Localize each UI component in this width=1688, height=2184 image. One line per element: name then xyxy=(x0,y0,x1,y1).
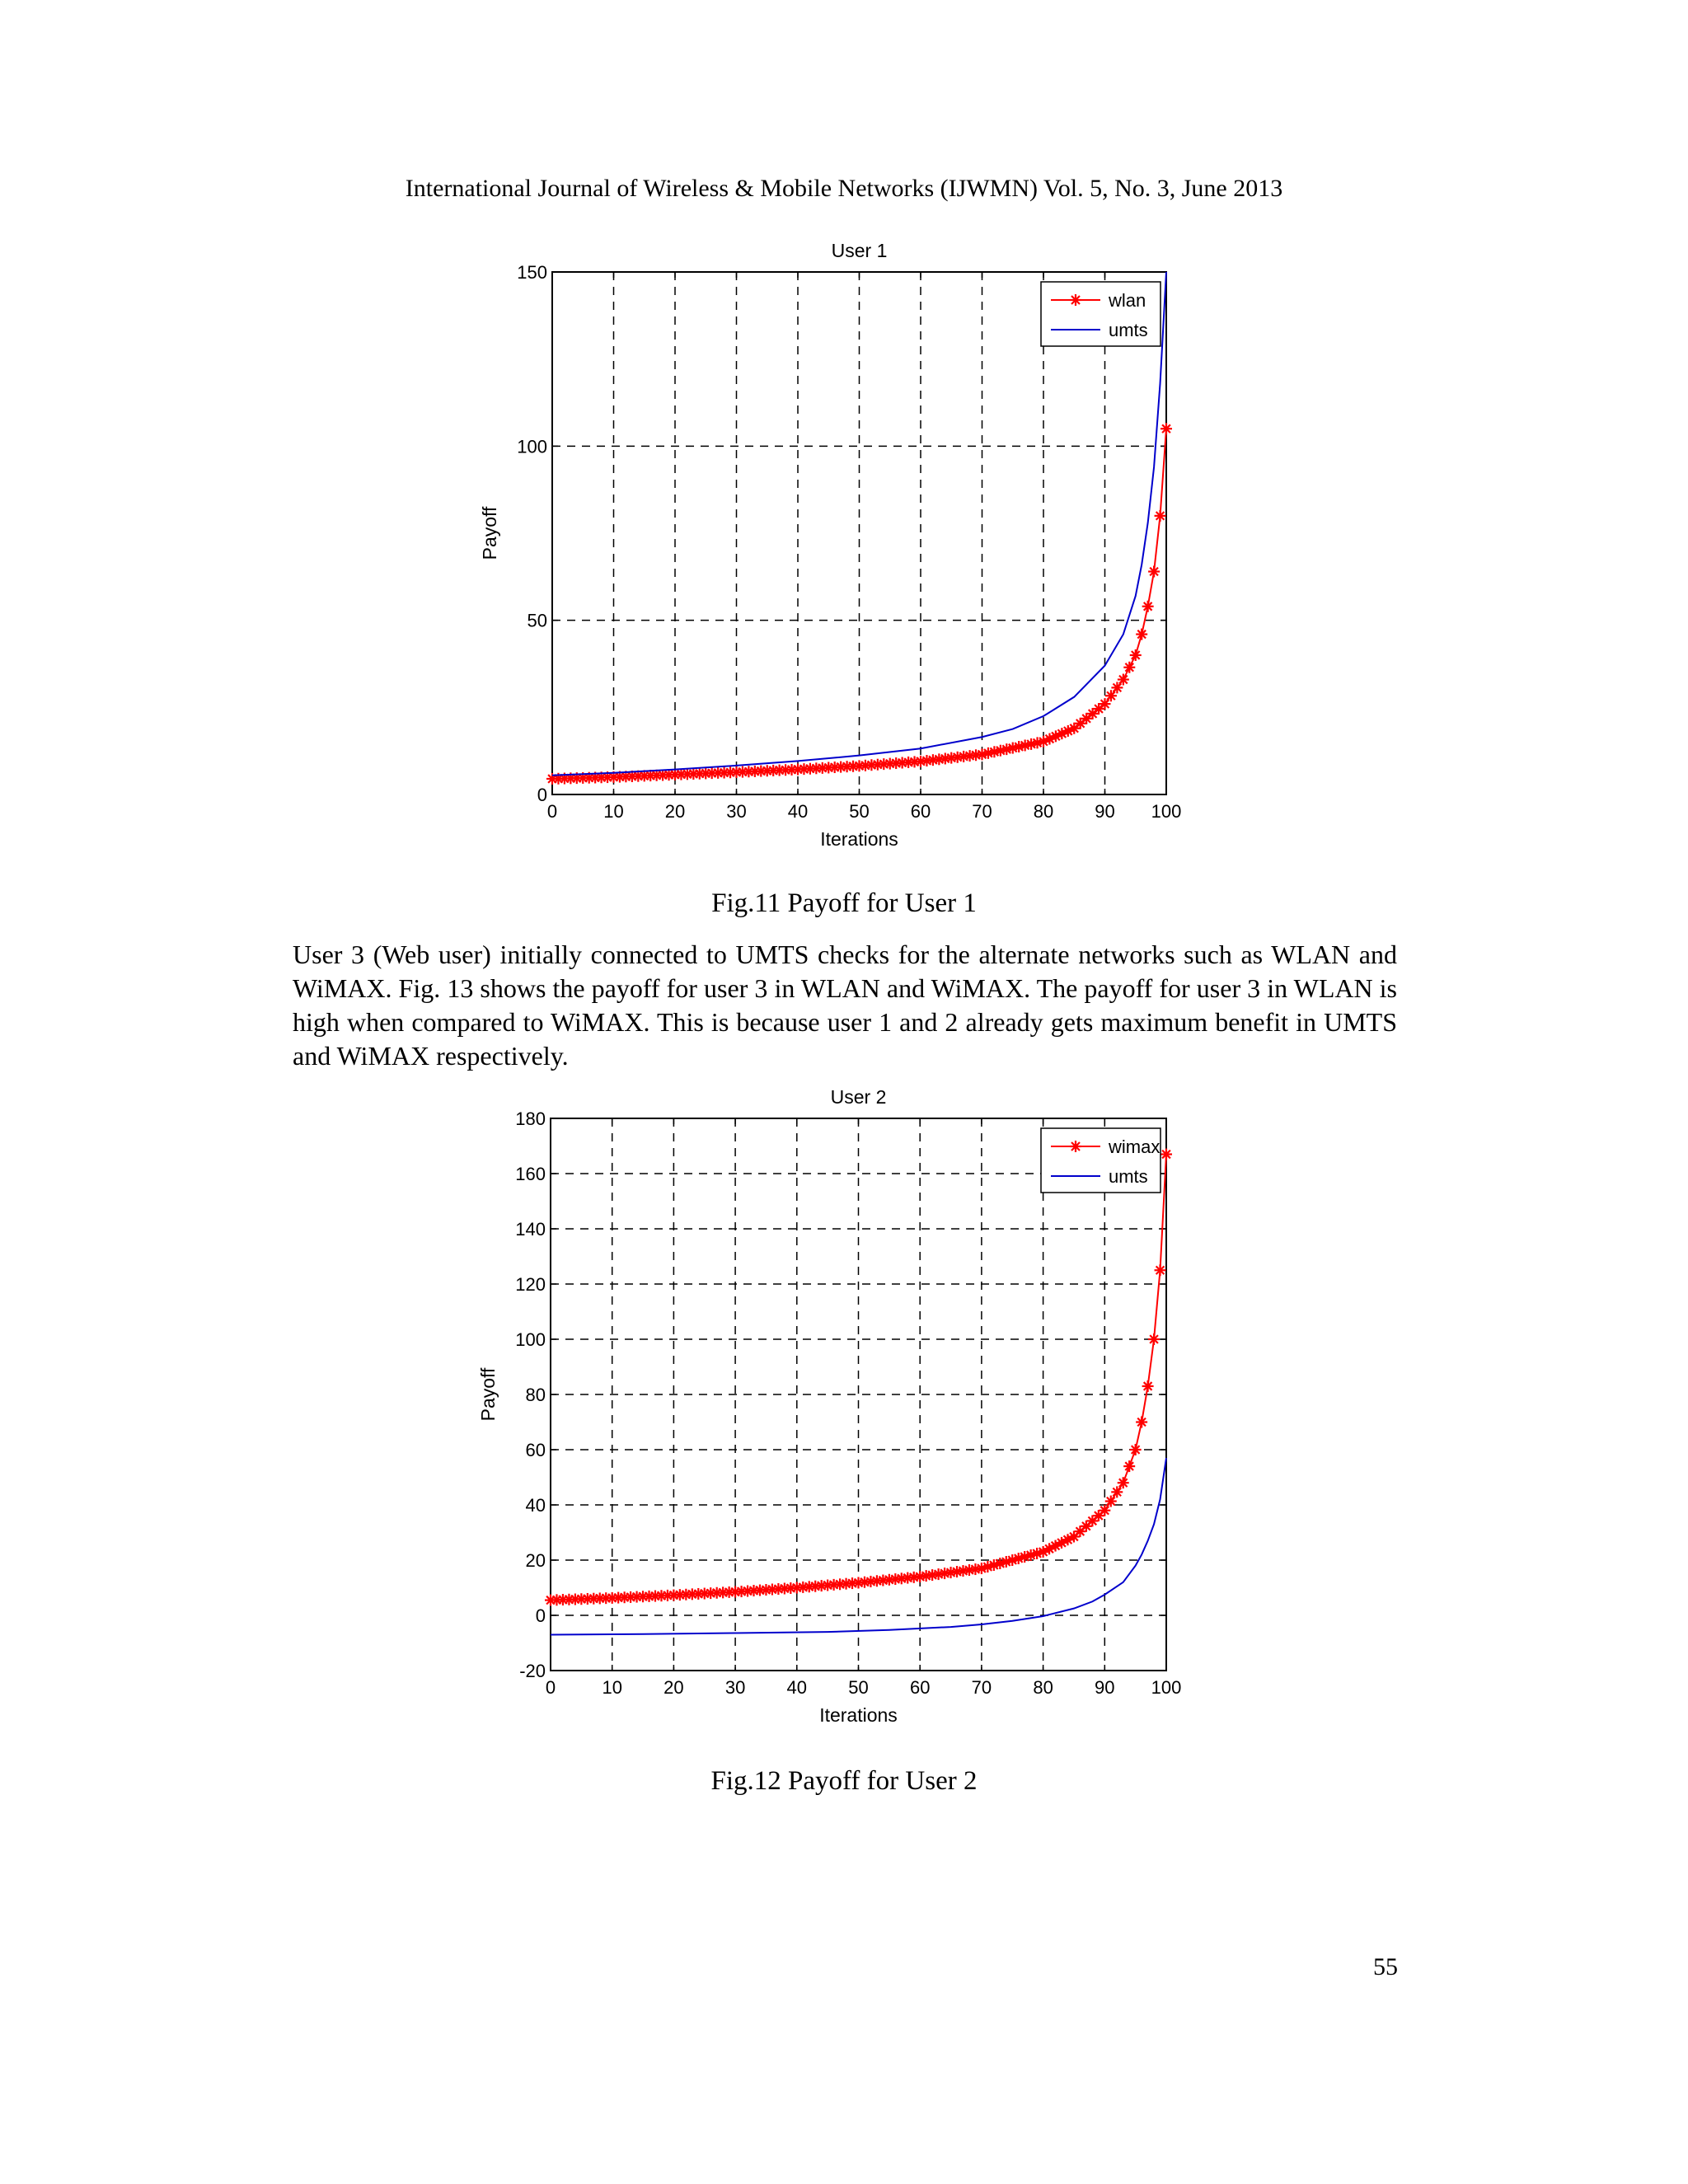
y-tick-label: 40 xyxy=(526,1495,546,1516)
x-tick-label: 60 xyxy=(910,1677,930,1698)
x-tick-label: 50 xyxy=(848,1677,868,1698)
body-paragraph: User 3 (Web user) initially connected to… xyxy=(293,940,1397,1071)
x-tick-label: 100 xyxy=(1151,801,1182,822)
data-point-wimax xyxy=(1117,1477,1129,1489)
legend-box xyxy=(1040,1127,1161,1193)
data-point-wlan xyxy=(933,753,945,766)
x-tick-label: 20 xyxy=(665,801,685,822)
chart-title: User 2 xyxy=(831,1086,887,1108)
data-point-wimax xyxy=(1111,1486,1123,1498)
x-tick-label: 80 xyxy=(1033,1677,1053,1698)
chart-svg: 0 10 20 30 40 50 60 70 80 90 100 0 50 100 150 User 1 Ite… xyxy=(479,240,1182,850)
data-point-wlan xyxy=(1104,690,1117,702)
y-tick-label: 60 xyxy=(526,1440,546,1460)
x-tick-label: 40 xyxy=(787,1677,807,1698)
data-point-wlan xyxy=(1142,600,1154,612)
x-tick-label: 30 xyxy=(726,801,746,822)
x-tick-label: 80 xyxy=(1034,801,1053,822)
data-point-wlan xyxy=(1148,565,1160,578)
legend-label-umts: umts xyxy=(1109,1166,1148,1187)
data-point-wlan xyxy=(1160,423,1172,435)
chart-svg: 0 10 20 30 40 50 60 70 80 90 100-20020406080100120… xyxy=(477,1086,1182,1726)
data-point-wimax xyxy=(1104,1495,1117,1507)
data-point-wimax xyxy=(877,1574,889,1586)
data-point-wlan xyxy=(1117,673,1129,686)
y-tick-label: 150 xyxy=(517,262,547,283)
data-point-wimax xyxy=(1148,1333,1160,1345)
y-axis-label: Payoff xyxy=(477,1367,499,1421)
x-tick-label: 90 xyxy=(1095,801,1114,822)
data-point-wimax xyxy=(870,1575,883,1587)
data-point-wlan xyxy=(1099,698,1111,710)
x-tick-label: 50 xyxy=(849,801,869,822)
y-tick-label: 180 xyxy=(515,1108,546,1129)
data-point-wimax xyxy=(1123,1460,1136,1473)
series-line-umts xyxy=(550,1457,1167,1636)
x-tick-label: 100 xyxy=(1151,1677,1182,1698)
x-tick-label: 40 xyxy=(788,801,808,822)
y-tick-label: 0 xyxy=(537,785,547,805)
legend-label-wimax: wimax xyxy=(1108,1137,1160,1157)
x-tick-label: 0 xyxy=(547,801,557,822)
data-point-wlan xyxy=(1123,661,1136,673)
data-point-wimax xyxy=(1160,1148,1172,1160)
x-tick-label: 0 xyxy=(546,1677,556,1698)
data-point-wimax xyxy=(1142,1380,1154,1392)
y-tick-label: -20 xyxy=(519,1661,546,1681)
data-point-wlan xyxy=(1136,628,1148,640)
y-tick-label: 160 xyxy=(515,1164,546,1184)
journal-header: International Journal of Wireless & Mobi… xyxy=(405,175,1283,202)
x-tick-label: 10 xyxy=(602,1677,621,1698)
y-tick-label: 20 xyxy=(526,1550,546,1571)
x-tick-label: 20 xyxy=(663,1677,683,1698)
legend-marker-wimax xyxy=(1070,1141,1081,1152)
y-tick-label: 80 xyxy=(526,1385,546,1405)
figure-11-caption: Fig.11 Payoff for User 1 xyxy=(711,888,977,918)
data-point-wlan xyxy=(1154,509,1166,522)
y-axis-label: Payoff xyxy=(479,506,500,560)
data-point-wlan xyxy=(1111,682,1123,694)
figure-11-chart: 0 10 20 30 40 50 60 70 80 90 100 0 50 100 150 User 1 Ite… xyxy=(462,231,1203,865)
figure-12-caption: Fig.12 Payoff for User 2 xyxy=(710,1766,978,1796)
legend-label-wlan: wlan xyxy=(1108,290,1146,311)
x-tick-label: 60 xyxy=(911,801,931,822)
data-point-wimax xyxy=(1129,1444,1142,1455)
data-point-wimax xyxy=(1136,1416,1148,1428)
x-axis-label: Iterations xyxy=(820,828,898,850)
data-point-wlan xyxy=(1129,649,1142,661)
data-point-wimax xyxy=(1067,1530,1080,1543)
x-tick-label: 10 xyxy=(603,801,623,822)
x-tick-label: 90 xyxy=(1095,1677,1114,1698)
legend: wimax umts xyxy=(1040,1127,1161,1193)
legend-label-umts: umts xyxy=(1109,320,1148,340)
y-tick-label: 100 xyxy=(515,1329,546,1350)
y-tick-label: 50 xyxy=(528,611,547,631)
series-line-umts xyxy=(551,271,1167,776)
x-axis-label: Iterations xyxy=(819,1704,898,1726)
data-point-wimax xyxy=(1154,1264,1166,1277)
x-tick-label: 30 xyxy=(725,1677,745,1698)
y-tick-label: 120 xyxy=(515,1274,546,1295)
page-number: 55 xyxy=(1373,1953,1398,1980)
data-point-wlan xyxy=(921,755,933,767)
chart-title: User 1 xyxy=(832,240,888,261)
x-tick-label: 70 xyxy=(972,801,992,822)
y-tick-label: 100 xyxy=(517,436,547,457)
x-tick-label: 70 xyxy=(972,1677,992,1698)
y-tick-label: 0 xyxy=(536,1605,546,1626)
legend: wlan umts xyxy=(1040,281,1161,347)
y-tick-label: 140 xyxy=(515,1219,546,1240)
data-point-wimax xyxy=(1099,1504,1111,1516)
legend-marker-wlan xyxy=(1070,294,1081,306)
figure-12-chart: 0 10 20 30 40 50 60 70 80 90 100 -20 0 20 40 60 80 100 120… xyxy=(462,1076,1203,1743)
legend-box xyxy=(1040,281,1161,347)
